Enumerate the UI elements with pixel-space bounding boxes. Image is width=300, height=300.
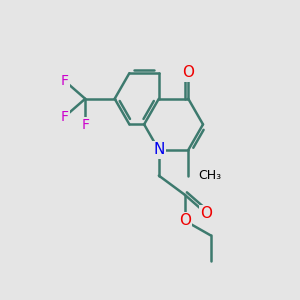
Text: O: O: [182, 65, 194, 80]
Text: O: O: [200, 206, 212, 221]
Text: F: F: [81, 118, 89, 132]
Text: F: F: [61, 74, 69, 88]
Text: F: F: [61, 110, 69, 124]
Text: CH₃: CH₃: [199, 169, 222, 182]
Text: N: N: [153, 142, 164, 158]
Text: O: O: [179, 213, 191, 228]
